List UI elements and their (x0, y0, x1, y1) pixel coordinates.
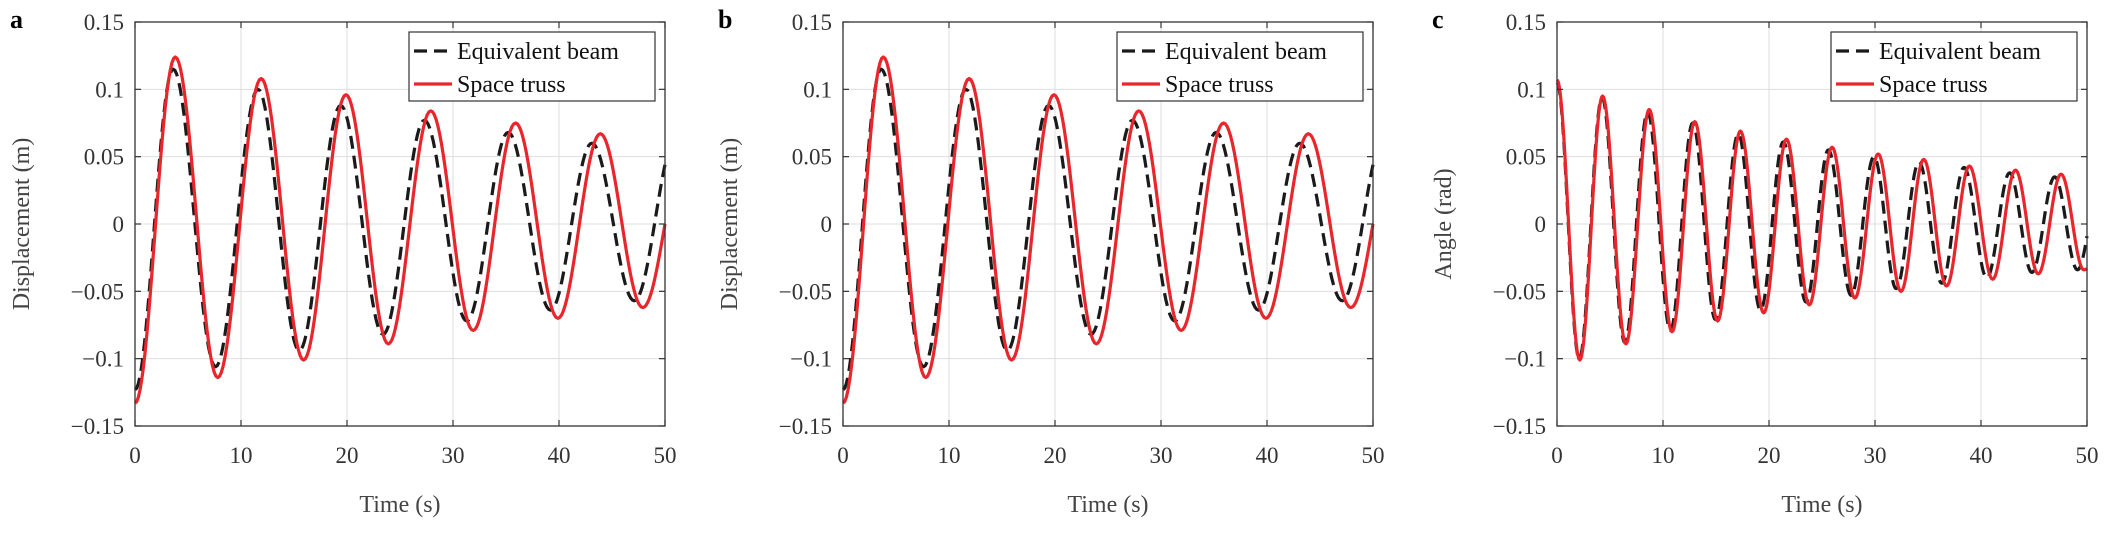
x-tick-label: 50 (2076, 443, 2099, 468)
legend-entry: Space truss (1879, 72, 1988, 98)
legend: Equivalent beam Space truss (1116, 31, 1364, 102)
x-tick-label: 10 (230, 443, 253, 468)
x-tick-label: 40 (1970, 443, 1993, 468)
x-tick-label: 30 (442, 443, 465, 468)
legend-box (408, 31, 656, 102)
y-tick-label: 0 (113, 212, 125, 237)
y-axis-label: Displacement (m) (9, 138, 35, 311)
legend-entry: Space truss (1165, 72, 1274, 98)
legend-entry: Equivalent beam (1879, 39, 2041, 65)
x-tick-label: 0 (837, 443, 849, 468)
x-tick-label: 40 (548, 443, 571, 468)
y-tick-label: 0.05 (792, 145, 832, 170)
x-tick-label: 10 (938, 443, 961, 468)
x-tick-label: 20 (336, 443, 359, 468)
y-axis-label: Displacement (m) (717, 138, 743, 311)
panel-a: 0 10 20 30 40 50 −0.15 −0.1 −0.05 0 0.05 0.1 0.15 Tim… (9, 5, 677, 518)
y-tick-label: −0.1 (790, 347, 832, 372)
x-tick-label: 20 (1758, 443, 1781, 468)
panel-label: a (10, 5, 23, 34)
y-tick-label: −0.05 (1493, 279, 1546, 304)
y-tick-label: −0.15 (779, 414, 832, 439)
y-tick-label: 0.15 (84, 10, 124, 35)
x-tick-label: 0 (129, 443, 141, 468)
x-tick-label: 50 (654, 443, 677, 468)
y-tick-label: 0.1 (95, 77, 124, 102)
y-tick-label: 0.15 (1506, 10, 1546, 35)
series-line-equivalent-beam (133, 67, 667, 391)
legend-box (1116, 31, 1364, 102)
x-tick-label: 40 (1256, 443, 1279, 468)
x-axis-label: Time (s) (359, 492, 440, 518)
legend-entry: Equivalent beam (1165, 39, 1327, 65)
panel-c: 0 10 20 30 40 50 −0.15 −0.1 −0.05 0 0.05 0.1 0.15 Tim… (1431, 5, 2099, 518)
y-tick-label: −0.1 (82, 347, 124, 372)
series-line-space-truss (133, 55, 667, 405)
x-tick-label: 50 (1362, 443, 1385, 468)
y-tick-label: 0 (821, 212, 833, 237)
x-tick-label: 30 (1150, 443, 1173, 468)
panel-label: b (718, 5, 732, 34)
legend: Equivalent beam Space truss (408, 31, 656, 102)
series-line-equivalent-beam (841, 67, 1375, 391)
y-tick-label: −0.15 (71, 414, 124, 439)
legend-entry: Equivalent beam (457, 39, 619, 65)
panel-b: 0 10 20 30 40 50 −0.15 −0.1 −0.05 0 0.05 0.1 0.15 Tim… (717, 5, 1385, 518)
y-tick-label: −0.05 (71, 279, 124, 304)
x-axis-label: Time (s) (1781, 492, 1862, 518)
series-line-space-truss (841, 55, 1375, 405)
y-axis-label: Angle (rad) (1431, 168, 1457, 279)
panel-label: c (1432, 5, 1444, 34)
y-tick-label: 0.05 (84, 145, 124, 170)
y-tick-label: 0.05 (1506, 145, 1546, 170)
x-axis-label: Time (s) (1067, 492, 1148, 518)
series-line-space-truss (1555, 78, 2089, 362)
legend-entry: Space truss (457, 72, 566, 98)
legend-box (1830, 31, 2078, 102)
y-tick-label: −0.1 (1504, 347, 1546, 372)
y-tick-label: −0.15 (1493, 414, 1546, 439)
y-tick-label: 0.15 (792, 10, 832, 35)
y-tick-label: 0.1 (803, 77, 832, 102)
x-tick-label: 30 (1864, 443, 1887, 468)
series-line-equivalent-beam (1555, 81, 2089, 361)
legend: Equivalent beam Space truss (1830, 31, 2078, 102)
y-tick-label: −0.05 (779, 279, 832, 304)
y-tick-label: 0 (1535, 212, 1547, 237)
x-tick-label: 20 (1044, 443, 1067, 468)
x-tick-label: 10 (1652, 443, 1675, 468)
x-tick-label: 0 (1551, 443, 1563, 468)
y-tick-label: 0.1 (1517, 77, 1546, 102)
